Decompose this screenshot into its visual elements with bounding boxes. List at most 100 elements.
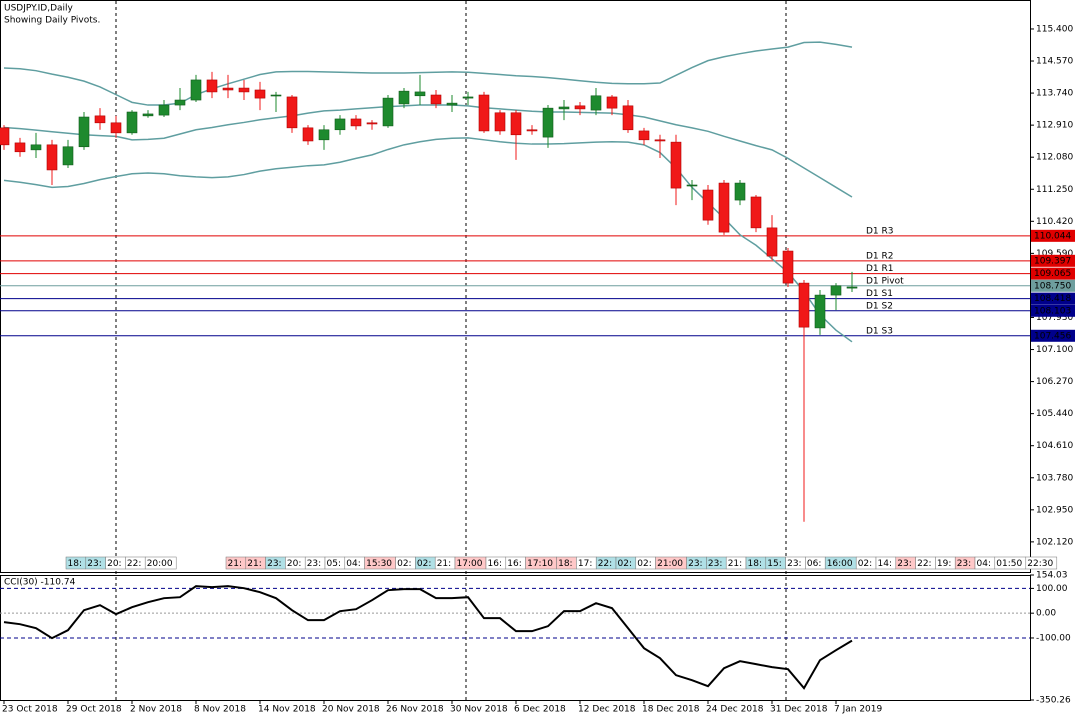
x-tick-label: 26 Nov 2018 xyxy=(386,705,444,715)
candle-body xyxy=(574,105,586,110)
session-label: 22: xyxy=(598,559,612,569)
candle-body xyxy=(174,99,186,106)
candle-body xyxy=(750,196,762,229)
x-tick-label: 30 Nov 2018 xyxy=(450,705,508,715)
y-tick-label: 103.780 xyxy=(1036,473,1073,483)
candle-body xyxy=(222,87,234,91)
pivot-price-label: 107.456 xyxy=(1034,331,1071,341)
candle-body xyxy=(414,91,426,97)
y-tick-label: 111.250 xyxy=(1036,185,1073,195)
y-tick-label: 154.03 xyxy=(1036,571,1068,581)
candle-body xyxy=(510,112,522,136)
session-label: 18: xyxy=(558,559,572,569)
session-label: 23: xyxy=(87,559,101,569)
plot-layer: 115.400 114.570 113.740 112.910 112.080 111.2… xyxy=(0,24,1075,715)
session-label: 23: xyxy=(307,559,321,569)
session-label: 21:00 xyxy=(657,559,683,569)
candle-body xyxy=(350,118,362,127)
pivot-price-box xyxy=(1031,329,1075,342)
candle-body xyxy=(638,130,650,141)
candle-body xyxy=(798,282,810,328)
candle-body xyxy=(30,144,42,151)
session-label: 17:00 xyxy=(457,559,483,569)
session-label: 23: xyxy=(897,559,911,569)
y-tick-label: 0.00 xyxy=(1036,609,1056,619)
session-box xyxy=(1025,556,1058,570)
y-tick-label: 104.610 xyxy=(1036,441,1073,451)
y-tick-label: 107.930 xyxy=(1036,313,1073,323)
candle-body xyxy=(126,111,138,134)
session-label: 23: xyxy=(267,559,281,569)
pivot-price-label: 108.103 xyxy=(1034,306,1071,316)
band-line xyxy=(3,41,853,106)
x-tick-label: 7 Jan 2019 xyxy=(834,705,882,715)
pivot-price-label: 109.397 xyxy=(1034,256,1071,266)
session-label: 20:00 xyxy=(147,559,173,569)
session-label: 16: xyxy=(488,559,502,569)
y-tick-label: -100.00 xyxy=(1036,633,1071,643)
y-tick-label: 112.080 xyxy=(1036,153,1073,163)
session-label: 17: xyxy=(578,559,592,569)
pivot-price-box xyxy=(1031,267,1075,280)
session-label: 22: xyxy=(127,559,141,569)
session-label: 14: xyxy=(878,559,892,569)
candle-body xyxy=(158,104,170,116)
session-label: 18: xyxy=(748,559,762,569)
candle-body xyxy=(846,286,858,289)
candle-body xyxy=(238,87,250,93)
x-tick-label: 31 Dec 2018 xyxy=(770,705,828,715)
session-label: 20: xyxy=(287,559,301,569)
y-tick-label: 113.740 xyxy=(1036,89,1073,99)
session-label: 22: xyxy=(917,559,931,569)
session-label: 04: xyxy=(977,559,991,569)
session-label: 23: xyxy=(708,559,722,569)
candle-body xyxy=(14,142,26,153)
main-panel-frame xyxy=(0,0,1031,573)
candle-body xyxy=(254,89,266,99)
candle-body xyxy=(670,141,682,189)
y-tick-label: 100.00 xyxy=(1036,584,1068,594)
session-label: 02: xyxy=(618,559,632,569)
session-label: 02: xyxy=(397,559,411,569)
pivot-price-label: 108.418 xyxy=(1034,294,1071,304)
pivot-price-box xyxy=(1031,292,1075,305)
pivot-price-label: 110.044 xyxy=(1034,231,1071,241)
y-tick-label: -350.26 xyxy=(1036,696,1071,706)
session-label: 23: xyxy=(787,559,801,569)
session-label: 04: xyxy=(346,559,360,569)
candle-body xyxy=(542,107,554,138)
session-label: 20: xyxy=(107,559,121,569)
pivot-price-box xyxy=(1031,279,1075,292)
candle-body xyxy=(398,90,410,105)
pivot-name: D1 S2 xyxy=(866,301,893,311)
candle-body xyxy=(526,129,538,132)
session-label: 21: xyxy=(228,559,242,569)
session-label: 05: xyxy=(327,559,341,569)
session-label: 17:10 xyxy=(527,559,553,569)
candle-body xyxy=(686,184,698,187)
candle-body xyxy=(302,127,314,142)
x-tick-label: 2 Nov 2018 xyxy=(130,705,182,715)
session-label: 02: xyxy=(858,559,872,569)
pivot-name: D1 R1 xyxy=(866,264,894,274)
candle-body xyxy=(766,227,778,257)
session-label: 16:00 xyxy=(827,559,853,569)
candle-body xyxy=(318,129,330,141)
y-tick-label: 102.120 xyxy=(1036,537,1073,547)
session-box xyxy=(144,556,177,570)
pivot-price-label: 109.065 xyxy=(1034,269,1071,279)
y-tick-label: 114.570 xyxy=(1036,57,1073,67)
pivot-price-box xyxy=(1031,229,1075,242)
session-label: 16: xyxy=(507,559,521,569)
x-tick-label: 18 Dec 2018 xyxy=(642,705,700,715)
session-label: 15: xyxy=(767,559,781,569)
candle-body xyxy=(430,94,442,105)
candle-body xyxy=(446,102,458,106)
pivot-price-box xyxy=(1031,254,1075,267)
candle-body xyxy=(62,146,74,166)
x-tick-label: 8 Nov 2018 xyxy=(194,705,246,715)
band-line xyxy=(3,104,853,198)
session-label: 02: xyxy=(417,559,431,569)
session-label: 18: xyxy=(68,559,82,569)
